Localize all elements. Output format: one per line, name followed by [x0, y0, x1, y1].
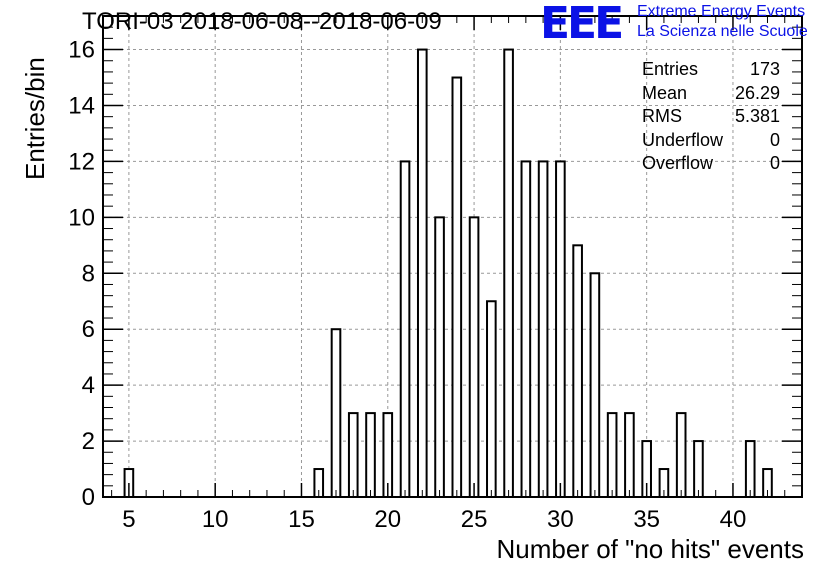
y-axis-label: Entries/bin	[20, 57, 50, 180]
plot-frame	[102, 15, 803, 498]
stats-value: 173	[749, 59, 780, 79]
logo-caption-line2: La Scienza nelle Scuole	[637, 23, 808, 40]
y-tick-label: 16	[68, 37, 95, 64]
histogram-bar	[572, 244, 583, 498]
y-tick-label: 6	[82, 316, 95, 343]
logo-caption: Extreme Energy Events La Scienza nelle S…	[637, 2, 808, 42]
x-axis-label: Number of "no hits" events	[496, 534, 805, 564]
y-tick-label: 2	[82, 428, 95, 455]
histogram-bar	[537, 160, 549, 498]
eee-logo: EEE	[540, 0, 624, 49]
x-tick-label: 30	[547, 506, 574, 533]
histogram-bar	[434, 216, 445, 498]
tick-labels: 5 10 15 20 25 30 35 40 0 2 4 6 8 10 12 14 16	[68, 37, 746, 533]
histogram-bar	[693, 440, 704, 498]
histogram-bar	[606, 412, 618, 498]
stats-row-overflow: Overflow 0	[642, 152, 780, 176]
stats-label: Mean	[642, 82, 688, 103]
histogram-bar	[555, 160, 566, 498]
histogram-bar	[589, 272, 601, 499]
stats-label: Overflow	[642, 153, 714, 173]
histogram-bar	[365, 412, 376, 498]
histogram-bar	[675, 412, 687, 498]
chart-title: TORI-03 2018-06-08--2018-06-09	[82, 8, 442, 35]
stats-label: Underflow	[642, 129, 724, 150]
histogram-bar	[624, 412, 635, 498]
x-tick-label: 40	[720, 506, 747, 533]
x-tick-label: 25	[461, 506, 488, 533]
y-tick-label: 10	[68, 204, 95, 231]
histogram-bar	[503, 48, 514, 499]
histogram-bar	[486, 300, 497, 498]
histogram-bar	[347, 412, 359, 498]
y-tick-label: 4	[82, 372, 95, 399]
x-tick-label: 5	[122, 506, 135, 533]
x-tick-label: 20	[374, 506, 401, 533]
histogram-bar	[399, 160, 411, 498]
histogram-bar	[468, 216, 480, 498]
histogram-bar	[330, 328, 342, 498]
histogram-bar	[416, 48, 428, 499]
stats-row-entries: Entries 173	[642, 58, 780, 82]
stats-value: 0	[769, 153, 780, 173]
y-tick-label: 0	[82, 484, 95, 511]
stats-value: 5.381	[734, 106, 780, 126]
stats-value: 26.29	[734, 82, 780, 103]
stats-row-mean: Mean 26.29	[642, 82, 780, 106]
stats-box: Entries 173 Mean 26.29 RMS 5.381 Underfl…	[642, 58, 780, 176]
histogram-bar	[744, 440, 756, 498]
axis-ticks	[103, 16, 802, 498]
y-tick-label: 8	[82, 260, 95, 287]
y-tick-label: 12	[68, 148, 95, 175]
x-tick-label: 10	[202, 506, 229, 533]
histogram-bar	[520, 160, 532, 498]
stats-row-rms: RMS 5.381	[642, 105, 780, 129]
stats-row-underflow: Underflow 0	[642, 129, 780, 153]
y-tick-label: 14	[68, 92, 95, 119]
stats-label: RMS	[642, 106, 682, 126]
x-tick-label: 15	[288, 506, 315, 533]
stats-label: Entries	[642, 59, 699, 79]
x-tick-label: 35	[633, 506, 660, 533]
logo-caption-line1: Extreme Energy Events	[637, 3, 806, 20]
histogram-bar	[451, 76, 463, 498]
stats-value: 0	[769, 129, 780, 150]
